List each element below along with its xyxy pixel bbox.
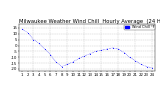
Text: Milwaukee Weather Wind Chill  Hourly Average  (24 Hours): Milwaukee Weather Wind Chill Hourly Aver…: [19, 19, 160, 24]
Legend: Wind Chill °F: Wind Chill °F: [124, 25, 155, 30]
